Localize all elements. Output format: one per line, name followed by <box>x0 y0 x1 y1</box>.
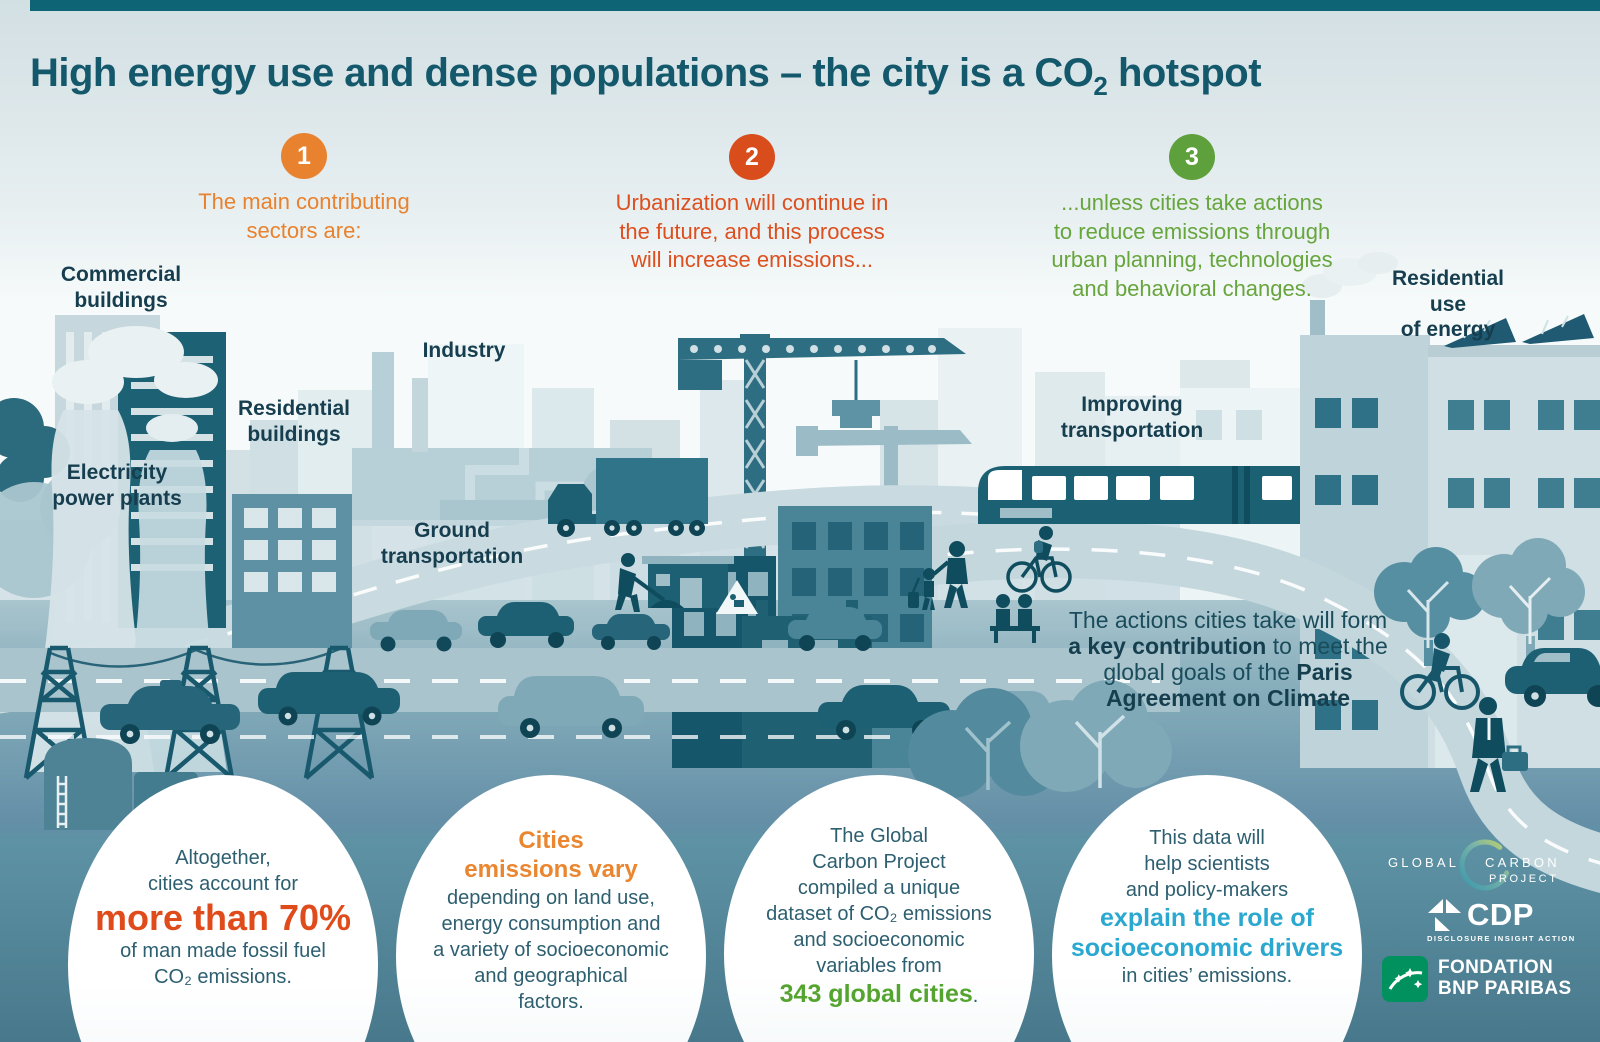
truck <box>548 458 708 537</box>
label-residential-buildings: Residential buildings <box>237 397 351 446</box>
step-3-number-badge: 3 <box>1169 134 1215 180</box>
pedestrians <box>908 526 1072 643</box>
title-subscript: 2 <box>1093 70 1108 101</box>
label-electricity-power-plants: Electricity power plants <box>52 461 182 510</box>
top-accent-bar <box>30 0 1600 11</box>
tram-road <box>896 520 1600 893</box>
construction-worker <box>615 553 684 612</box>
people-on-bench <box>990 594 1040 643</box>
roadworks-sign <box>716 580 758 614</box>
cyclist-right <box>1400 633 1480 710</box>
trees-right <box>1374 538 1585 666</box>
step-3: 3 ...unless cities take actions to reduc… <box>1012 134 1372 303</box>
gcp-swoosh-icon <box>1459 839 1510 891</box>
construction-site <box>615 553 758 614</box>
bushes-center <box>908 680 1172 798</box>
page-title: High energy use and dense populations – … <box>30 50 1262 99</box>
global-carbon-project-logo: GLOBAL CARBON PROJECT <box>1388 836 1564 894</box>
info-circle-global-carbon-project: The Global Carbon Project compiled a uniqu… <box>724 775 1034 1042</box>
info-circle-emissions-vary: Cities emissions vary depending on land us… <box>396 775 706 1042</box>
step-2-text: Urbanization will continue in the future… <box>615 190 889 273</box>
solar-panels <box>1444 314 1594 348</box>
gcp-word-global: GLOBAL <box>1388 855 1460 870</box>
step-3-text: ...unless cities take actions to reduce … <box>1051 190 1333 301</box>
cyclist-center <box>1006 526 1072 593</box>
gcp-word-project: PROJECT <box>1489 873 1559 885</box>
step-1-number-badge: 1 <box>281 133 327 179</box>
cdp-triangles-icon <box>1428 899 1461 931</box>
step-1-text: The main contributing sectors are: <box>198 189 410 243</box>
bnp-logo-text: FONDATION BNP PARIBAS <box>1438 957 1572 999</box>
label-ground-transportation: Ground transportation <box>380 519 524 568</box>
bnp-green-square-icon <box>1382 956 1428 1002</box>
family-walking <box>908 541 968 610</box>
step-1: 1 The main contributing sectors are: <box>164 133 444 245</box>
title-text-end: hotspot <box>1107 50 1262 95</box>
car-right <box>1505 648 1600 707</box>
label-improving-transportation: Improving transportation <box>1060 393 1204 442</box>
label-commercial-buildings: Commercial buildings <box>60 263 182 312</box>
bnp-paribas-logo: FONDATION BNP PARIBAS <box>1382 956 1572 1002</box>
tram <box>978 466 1300 524</box>
gcp-word-carbon: CARBON <box>1485 855 1560 870</box>
title-text: High energy use and dense populations – … <box>30 50 1094 95</box>
businessman <box>1470 697 1528 792</box>
label-industry: Industry <box>422 339 506 362</box>
paris-agreement-note: The actions cities take will form a key c… <box>1068 607 1388 711</box>
cars-row-back <box>370 602 882 652</box>
cdp-name: CDP <box>1467 897 1534 932</box>
step-2: 2 Urbanization will continue in the futu… <box>582 134 922 275</box>
label-residential-use-of-energy: Residential use of energy <box>1391 267 1505 342</box>
cdp-tagline: DISCLOSURE INSIGHT ACTION <box>1427 934 1576 943</box>
step-2-number-badge: 2 <box>729 134 775 180</box>
cdp-logo: CDP DISCLOSURE INSIGHT ACTION <box>1427 897 1576 943</box>
